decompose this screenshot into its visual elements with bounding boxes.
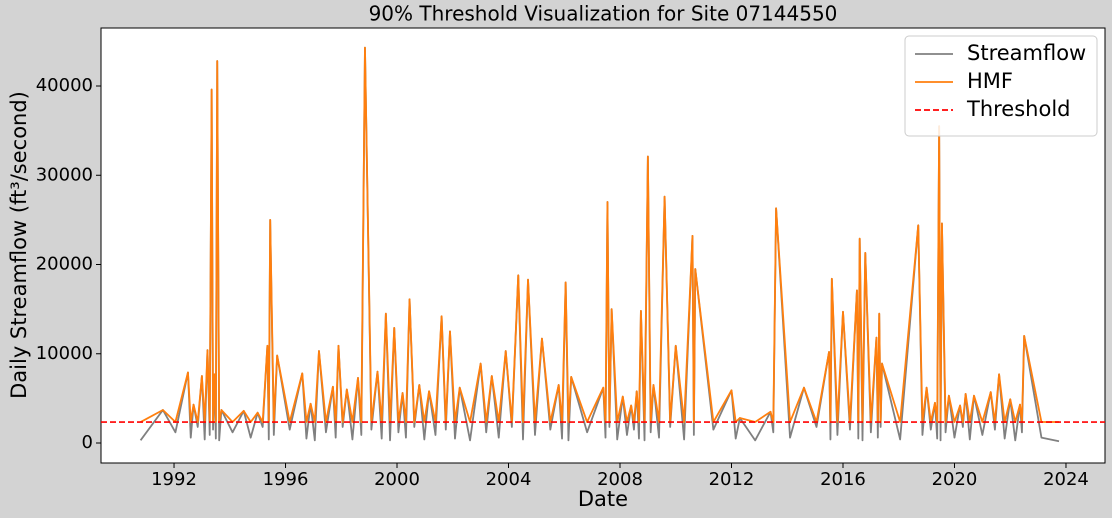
- y-tick-label: 20000: [36, 254, 93, 275]
- x-tick-label: 2004: [486, 469, 532, 490]
- legend-label: Threshold: [966, 97, 1071, 121]
- chart-title: 90% Threshold Visualization for Site 071…: [369, 2, 838, 26]
- y-tick-label: 10000: [36, 343, 93, 364]
- x-tick-label: 2020: [932, 469, 978, 490]
- y-tick-label: 0: [82, 432, 93, 453]
- y-axis-label: Daily Streamflow (ft³/second): [7, 91, 31, 399]
- series-line: [140, 46, 1060, 423]
- legend-label: Streamflow: [967, 41, 1086, 65]
- x-tick-label: 2000: [374, 469, 420, 490]
- legend-box: [904, 35, 1098, 137]
- x-axis-label: Date: [578, 487, 628, 511]
- x-tick-label: 1992: [151, 469, 197, 490]
- x-tick-label: 2016: [820, 469, 866, 490]
- x-tick-label: 2012: [709, 469, 755, 490]
- y-tick-label: 40000: [36, 75, 93, 96]
- x-tick-label: 2024: [1043, 469, 1089, 490]
- x-tick-label: 1996: [263, 469, 309, 490]
- y-tick-label: 30000: [36, 164, 93, 185]
- x-tick-label: 2008: [597, 469, 643, 490]
- legend-label: HMF: [967, 69, 1013, 93]
